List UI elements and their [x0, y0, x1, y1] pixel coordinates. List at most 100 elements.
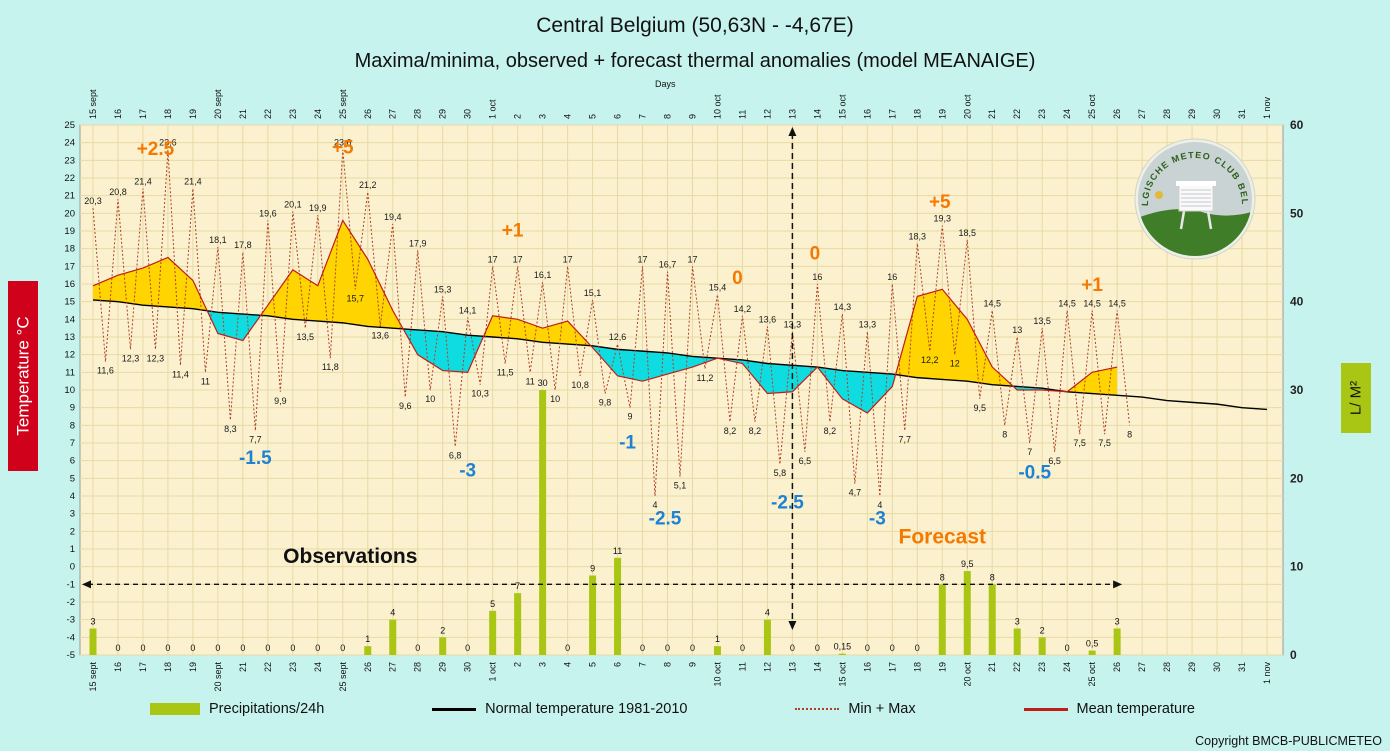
logo-screen-roof [1176, 181, 1216, 186]
min-value-label: 7 [1027, 447, 1032, 457]
min-value-label: 8 [1002, 429, 1007, 439]
x-tick-label-top: 16 [862, 109, 872, 119]
x-tick-label-bottom: 5 [588, 662, 598, 667]
temp-tick-label: 19 [64, 226, 75, 237]
temp-tick-label: 2 [70, 526, 75, 537]
temp-tick-label: 4 [70, 491, 75, 502]
precip-value-label: 7 [515, 581, 520, 591]
forecast-divider-arrow [788, 127, 797, 630]
x-tick-label-top: 17 [887, 109, 897, 119]
anomaly-label: +1 [502, 220, 524, 241]
max-value-label: 19,3 [934, 214, 952, 224]
x-tick-label-bottom: 25 oct [1087, 662, 1097, 687]
min-value-label: 11 [201, 376, 210, 386]
x-tick-label-bottom: 30 [463, 662, 473, 672]
precip-value-label: 0 [215, 643, 220, 653]
anomaly-label: -2.5 [771, 492, 804, 513]
legend-swatch-line-icon [1023, 707, 1068, 711]
mean-temperature-line [92, 219, 1118, 414]
x-tick-label-top: 1 nov [1262, 96, 1272, 119]
precip-bar [439, 637, 447, 655]
temp-tick-label: -5 [67, 650, 75, 661]
max-value-label: 13,3 [859, 320, 877, 330]
precip-bar [89, 628, 97, 655]
temp-tick-label: 6 [70, 456, 75, 467]
x-tick-label-top: 22 [263, 109, 273, 119]
max-value-label: 13 [1012, 325, 1022, 335]
legend-item: Mean temperature [1023, 701, 1195, 717]
x-tick-label-top: 17 [138, 109, 148, 119]
precip-tick-label: 50 [1290, 206, 1304, 220]
max-value-label: 14,2 [734, 304, 752, 314]
precip-value-label: 1 [715, 634, 720, 644]
min-value-label: 8 [1127, 429, 1132, 439]
temp-tick-label: 25 [64, 120, 75, 131]
max-value-label: 16,1 [534, 270, 552, 280]
x-tick-label-bottom: 14 [812, 662, 822, 672]
precip-value-label: 0 [265, 643, 270, 653]
x-tick-label-bottom: 27 [1137, 662, 1147, 672]
x-tick-label-top: 3 [538, 114, 548, 119]
precip-value-label: 0 [240, 643, 245, 653]
x-tick-label-top: 25 oct [1087, 94, 1097, 119]
precip-value-label: 0 [415, 643, 420, 653]
precip-axis-ticks: 60 50 40 30 20 10 0 [1290, 118, 1304, 662]
max-value-label: 18,5 [958, 228, 976, 238]
temp-tick-label: 15 [64, 297, 75, 308]
x-tick-label-top: 19 [937, 109, 947, 119]
precip-value-label: 2 [1040, 625, 1045, 635]
x-tick-label-bottom: 18 [912, 662, 922, 672]
x-tick-label-bottom: 15 sept [88, 662, 98, 692]
min-value-label: 12,2 [921, 355, 939, 365]
temp-tick-label: -4 [67, 632, 75, 643]
legend-swatch-bar-icon [150, 703, 200, 715]
max-value-label: 15,1 [584, 288, 602, 298]
max-value-label: 17 [638, 254, 648, 264]
precip-value-label: 0 [890, 643, 895, 653]
precip-value-label: 1 [365, 634, 370, 644]
min-value-label: 10 [550, 394, 560, 404]
x-tick-label-top: 26 [1112, 109, 1122, 119]
x-tick-label-top: 1 oct [488, 99, 498, 119]
forecast-label: Forecast [899, 526, 987, 549]
precip-value-label: 11 [613, 546, 622, 556]
temp-tick-label: 17 [64, 261, 75, 272]
min-value-label: 12 [950, 359, 960, 369]
x-tick-label-top: 15 oct [837, 94, 847, 119]
anomaly-annotations: +2.5 +5 +1 0 0 +5 +1 -1.5 -3 -1 -2.5 -2.5 -3 -0.5 [137, 137, 1104, 529]
precip-value-label: 8 [990, 572, 995, 582]
precip-value-label: 8 [940, 572, 945, 582]
x-tick-label-top: 20 sept [213, 89, 223, 119]
x-tick-label-bottom: 29 [438, 662, 448, 672]
min-value-label: 9 [628, 412, 633, 422]
precip-value-label: 3 [90, 617, 95, 627]
precip-bar [489, 610, 497, 655]
x-tick-label-bottom: 21 [238, 662, 248, 672]
precip-value-label: 0 [915, 643, 920, 653]
x-tick-label-top: 24 [313, 109, 323, 119]
precip-value-label: 4 [390, 608, 395, 618]
precip-bar [763, 619, 771, 655]
arrowhead-icon [1113, 580, 1123, 589]
min-value-label: 8,2 [724, 426, 737, 436]
x-tick-label-bottom: 26 [1112, 662, 1122, 672]
min-value-label: 6,5 [1048, 456, 1061, 466]
x-tick-label-bottom: 10 oct [712, 662, 722, 687]
temp-tick-label: 22 [64, 173, 75, 184]
precip-tick-label: 60 [1290, 118, 1304, 132]
max-value-label: 13,5 [1033, 316, 1051, 326]
min-value-label: 12,3 [147, 353, 165, 363]
precip-bar [614, 557, 622, 655]
precip-value-label: 0 [190, 643, 195, 653]
legend-label: Normal temperature 1981-2010 [485, 701, 688, 717]
anomaly-label: -1.5 [239, 448, 272, 469]
precip-value-label: 3 [1115, 617, 1120, 627]
x-tick-label-bottom: 23 [1037, 662, 1047, 672]
timeline-arrow [82, 580, 1123, 589]
legend-item: Normal temperature 1981-2010 [432, 701, 687, 717]
precip-axis-label-box [1341, 363, 1371, 433]
temp-tick-label: 16 [64, 279, 75, 290]
x-tick-label-bottom: 25 sept [338, 662, 348, 692]
legend-swatch-line-icon [432, 707, 477, 711]
x-tick-label-bottom: 16 [113, 662, 123, 672]
